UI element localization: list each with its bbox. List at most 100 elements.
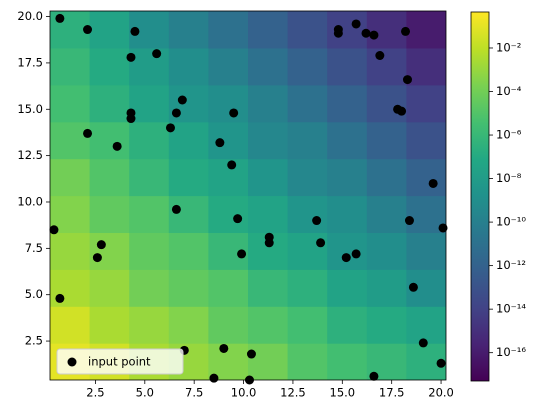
heat-cell [287, 121, 328, 160]
point [112, 141, 122, 151]
heat-cell [89, 306, 130, 344]
heat-cell [89, 11, 130, 49]
heat-cell [89, 269, 130, 307]
colorbar-tick-label: 10⁻⁸ [496, 171, 522, 185]
point [171, 204, 181, 214]
heat-cell [287, 343, 328, 380]
heat-cell [366, 306, 407, 344]
point [130, 26, 140, 36]
heat-cell [327, 47, 368, 86]
point [438, 223, 448, 233]
point [96, 240, 106, 250]
colorbar-tick-label: 10⁻² [496, 40, 521, 54]
colorbar [470, 11, 490, 382]
point [351, 249, 361, 259]
point [333, 28, 343, 38]
y-tick-label: 20.0 [17, 9, 43, 23]
heat-cell [248, 121, 289, 160]
heat-cell [50, 47, 91, 86]
heat-cell [168, 195, 209, 233]
heat-cell [129, 195, 170, 233]
scatter [49, 13, 448, 385]
point [49, 225, 59, 235]
heat-cell [168, 306, 209, 344]
heat-cell [129, 121, 170, 160]
heat-cell [366, 269, 407, 307]
point [55, 293, 65, 303]
y-tick-label: 10.0 [17, 194, 43, 208]
point [361, 28, 371, 38]
heat-cell [327, 306, 368, 344]
heat-cell [327, 195, 368, 233]
point [246, 349, 256, 359]
point [152, 49, 162, 59]
heat-cell [208, 84, 249, 123]
point [177, 95, 187, 105]
y-tick-label: 12.5 [17, 148, 43, 162]
colorbar-tick-label: 10⁻¹⁴ [496, 302, 526, 316]
point [229, 108, 239, 118]
heat-cell [287, 269, 328, 307]
point [316, 238, 326, 248]
point [402, 75, 412, 85]
legend: input point [56, 348, 184, 375]
point [341, 253, 351, 263]
point [233, 214, 243, 224]
heat-cell [366, 11, 407, 49]
legend-box [56, 348, 184, 375]
heat-cell [168, 269, 209, 307]
point [351, 19, 361, 29]
y-tick-label: 15.0 [17, 102, 43, 116]
colorbar-tick-label: 10⁻¹⁰ [496, 215, 526, 229]
x-tick-label: 7.5 [185, 386, 203, 400]
heat-cell [248, 11, 289, 49]
heat-cell [287, 84, 328, 123]
point [165, 123, 175, 133]
point [171, 108, 181, 118]
heat-cell [89, 195, 130, 233]
legend-marker [67, 357, 77, 367]
heatmap [50, 11, 446, 380]
x-tick-label: 2.5 [86, 386, 104, 400]
heat-cell [50, 84, 91, 123]
y-tick-label: 2.5 [25, 334, 43, 348]
x-tick-label: 17.5 [379, 386, 405, 400]
heat-cell [248, 47, 289, 86]
point [375, 51, 385, 61]
heat-cell [327, 269, 368, 307]
heat-cell [50, 306, 91, 344]
colorbar-tick-label: 10⁻⁴ [496, 84, 522, 98]
point [397, 106, 407, 116]
heat-cell [168, 158, 209, 197]
heat-cell [406, 84, 446, 123]
heat-cell [406, 158, 446, 197]
point [264, 238, 274, 248]
point [126, 114, 136, 124]
point [126, 52, 136, 62]
heat-cell [129, 84, 170, 123]
heat-cell [406, 306, 446, 344]
point [92, 253, 102, 263]
heat-cell [89, 84, 130, 123]
heat-cell [287, 306, 328, 344]
y-tick-label: 5.0 [25, 287, 43, 301]
point [55, 13, 65, 23]
heat-cell [248, 269, 289, 307]
x-tick-label: 15.0 [330, 386, 356, 400]
heat-cell [287, 158, 328, 197]
heat-cell [129, 47, 170, 86]
heat-cell [248, 306, 289, 344]
y-tick-label: 17.5 [17, 55, 43, 69]
legend-label: input point [88, 355, 151, 369]
heat-cell [287, 11, 328, 49]
point [404, 216, 414, 226]
heat-cell [248, 158, 289, 197]
heat-cell [287, 195, 328, 233]
heat-cell [208, 269, 249, 307]
point [237, 249, 247, 259]
heat-cell [168, 232, 209, 270]
heat-cell [327, 158, 368, 197]
x-tick-label: 20.0 [428, 386, 454, 400]
heat-cell [366, 195, 407, 233]
